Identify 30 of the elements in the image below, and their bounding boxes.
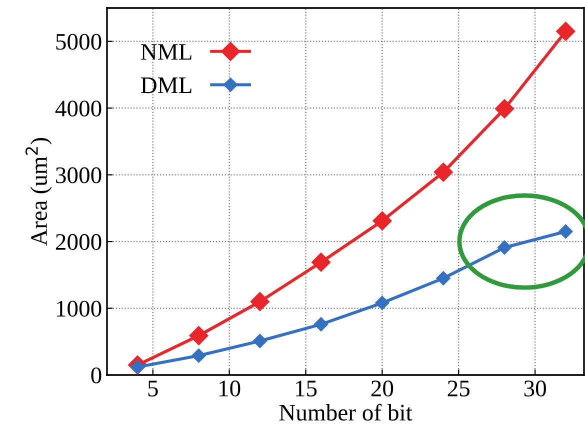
y-tick-label: 0 [91,367,102,384]
y-tick-label: 5000 [56,34,102,50]
point [375,296,390,310]
point [252,334,267,348]
point [192,348,206,363]
legend-label: DML [140,78,192,94]
x-tick-label: 20 [371,380,394,396]
point [497,240,512,255]
point [558,224,573,239]
point [372,211,392,230]
legend-label: NML [140,44,192,60]
point [189,326,208,346]
point [556,22,576,41]
point [434,162,453,182]
point [312,252,331,272]
x-tick-label: 25 [448,380,470,396]
y-tick-label: 4000 [55,100,102,117]
y-axis-title: Area (um$^{2}$) [25,138,52,246]
point [494,99,514,118]
point [250,292,270,312]
y-tick-label: 2000 [56,234,102,250]
y-tick-label: 1000 [56,300,102,317]
point [436,271,450,286]
y-tick-label: 3000 [56,167,102,184]
x-tick-label: 30 [524,380,546,396]
x-tick-label: 15 [296,380,317,396]
x-axis-title: Number of bit [279,404,412,421]
x-tick-label: 5 [148,380,158,396]
x-tick-label: 10 [220,380,240,396]
point [314,317,328,332]
